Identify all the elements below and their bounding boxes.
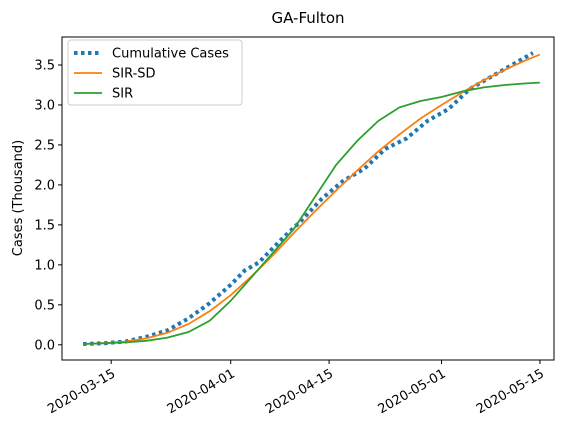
legend: Cumulative Cases SIR-SD SIR [67,39,243,106]
x-tick-label: 2020-04-15 [263,366,336,417]
y-tick-label: 0.0 [34,338,55,353]
x-axis: 2020-03-15 2020-04-01 2020-04-15 2020-05-01… [45,360,547,417]
chart-title: GA-Fulton [271,9,344,27]
y-tick-label: 3.5 [34,58,55,73]
plot-frame [61,36,555,361]
x-tick-label: 2020-05-15 [474,366,547,417]
series-line-1 [83,53,541,345]
y-tick-label: 1.0 [34,258,55,273]
y-tick-label: 2.0 [34,178,55,193]
x-tick-label: 2020-05-01 [376,366,449,417]
x-tick-label: 2020-04-01 [165,366,238,417]
y-tick-label: 2.5 [34,138,55,153]
legend-label-1: SIR-SD [112,67,156,82]
legend-box [67,39,243,106]
series-line-0 [83,51,534,346]
y-axis: 0.0 0.5 1.0 1.5 2.0 2.5 3.0 3.5 [34,58,62,353]
x-tick-label: 2020-03-15 [45,366,118,417]
y-tick-label: 1.5 [34,218,55,233]
y-axis-label: Cases (Thousand) [11,140,26,256]
series-layer [83,51,541,346]
y-tick-label: 0.5 [34,298,55,313]
series-line-2 [83,81,540,345]
plot-area [61,36,555,361]
legend-label-0: Cumulative Cases [112,47,229,62]
y-tick-label: 3.0 [34,98,55,113]
legend-label-2: SIR [112,87,133,102]
